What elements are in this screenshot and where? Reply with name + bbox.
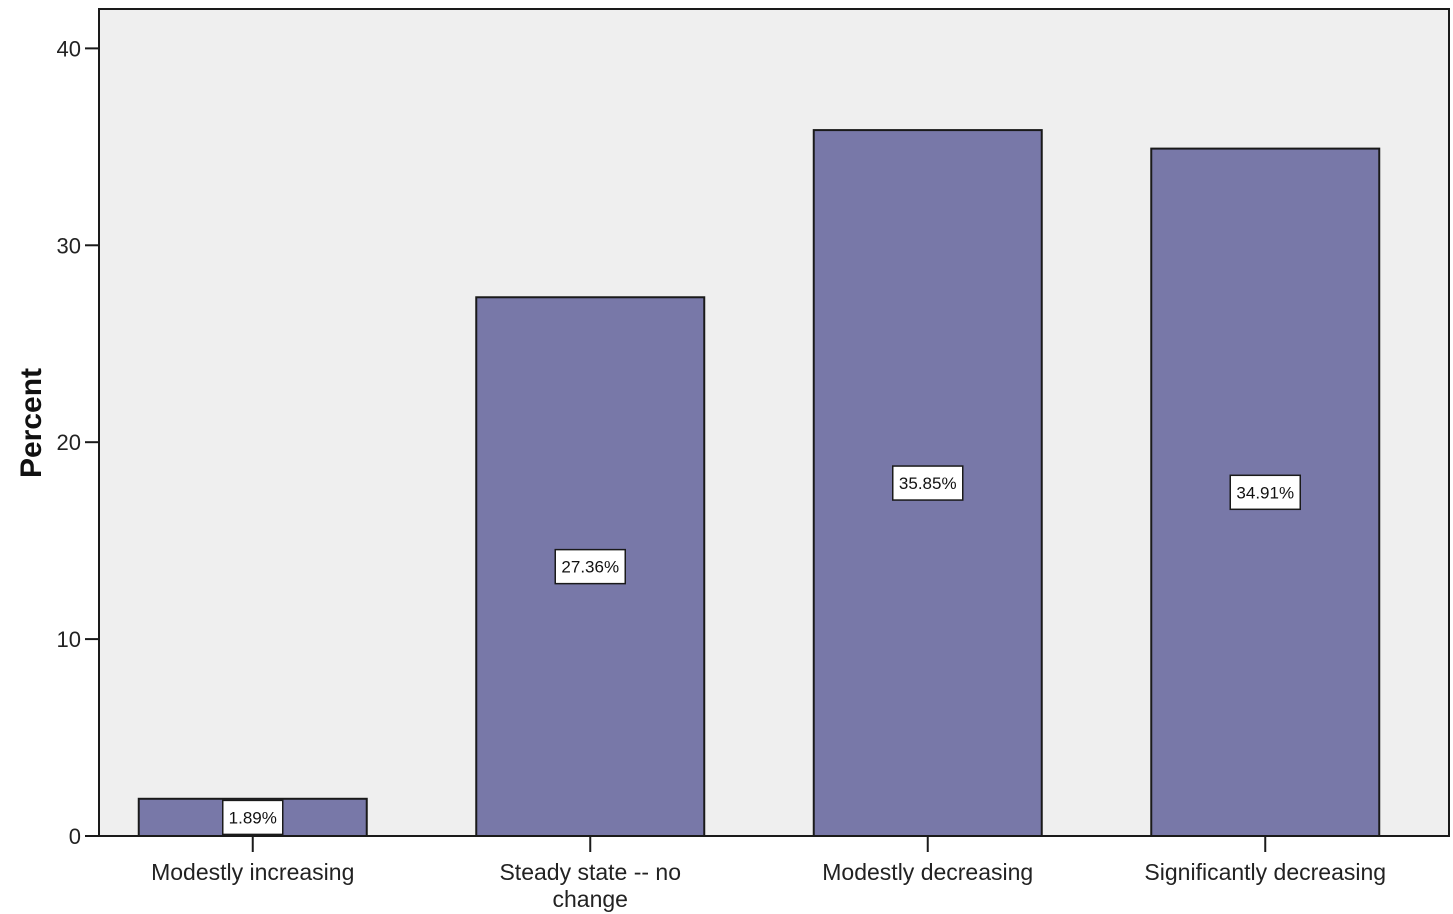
y-tick-label: 0	[69, 824, 81, 849]
x-category-label: Significantly decreasing	[1144, 859, 1386, 885]
y-tick-label: 10	[57, 627, 81, 652]
data-label-box	[222, 799, 284, 836]
data-label-box	[1229, 474, 1301, 511]
y-axis: 0 10 20 30 40	[57, 36, 99, 849]
data-label: 27.36%	[561, 558, 619, 577]
x-category-label-line: Modestly decreasing	[822, 859, 1033, 885]
y-tick-label: 30	[57, 233, 81, 258]
y-tick-label: 40	[57, 36, 81, 61]
x-category-label-line: change	[553, 886, 628, 912]
y-tick-label: 20	[57, 430, 81, 455]
data-label: 34.91%	[1236, 483, 1294, 502]
x-category-label: Modestly increasing	[151, 859, 354, 885]
x-axis: Modestly increasing Steady state -- no cha…	[151, 836, 1386, 912]
data-label: 35.85%	[899, 474, 957, 493]
x-category-label-line: Significantly decreasing	[1144, 859, 1386, 885]
x-category-label-line: Steady state -- no	[499, 859, 681, 885]
x-category-label-line: Modestly increasing	[151, 859, 354, 885]
data-labels: 1.89% 27.36% 35.85% 34.91%	[222, 465, 1301, 836]
data-label-box	[892, 465, 964, 501]
data-label-box	[554, 548, 626, 585]
data-label: 1.89%	[229, 808, 277, 827]
y-axis-title: Percent	[15, 368, 48, 478]
x-category-label: Steady state -- no change	[499, 859, 681, 912]
x-category-label: Modestly decreasing	[822, 859, 1033, 885]
